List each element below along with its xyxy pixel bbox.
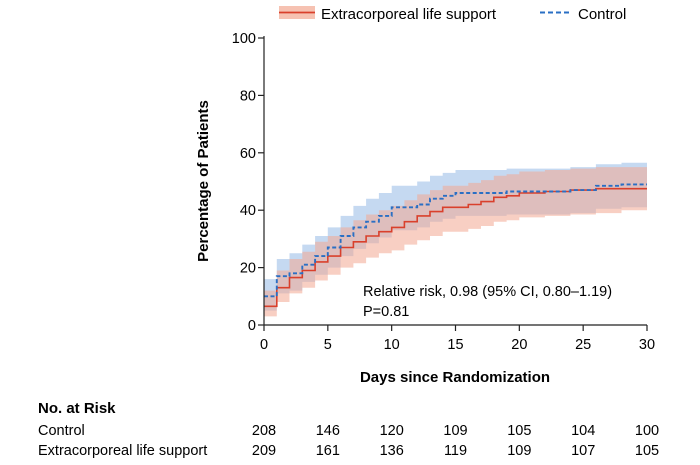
at-risk-value: 119 (444, 443, 467, 459)
at-risk-value: 120 (380, 423, 404, 439)
at-risk-value: 104 (571, 423, 595, 439)
y-tick-label: 100 (232, 31, 256, 47)
x-tick-label: 25 (575, 337, 591, 353)
x-axis-title: Days since Randomization (360, 369, 550, 386)
legend-item-control: Control (540, 6, 626, 23)
at-risk-value: 109 (443, 423, 467, 439)
x-tick-label: 5 (324, 337, 332, 353)
series-line-control (264, 183, 647, 298)
at-risk-value: 105 (507, 423, 531, 439)
at-risk-values: 208 146 120 109 105 104 100 209 161 136 119 109 107 1… (252, 423, 659, 459)
at-risk-value: 161 (316, 443, 340, 459)
p-value-annotation: P=0.81 (363, 304, 409, 320)
x-tick-label: 15 (447, 337, 463, 353)
series-line-ecls (264, 187, 647, 308)
ci-band-ecls (264, 167, 647, 317)
legend-label-control: Control (578, 6, 626, 23)
x-tick-label: 0 (260, 337, 268, 353)
x-tick-label: 30 (639, 337, 655, 353)
at-risk-value: 146 (316, 423, 340, 439)
y-tick-label: 80 (240, 88, 256, 104)
confidence-bands (264, 162, 647, 317)
at-risk-table: No. at Risk Control Extracorporeal life … (38, 400, 659, 459)
at-risk-value: 107 (571, 443, 595, 459)
x-tick-label: 20 (511, 337, 527, 353)
relative-risk-annotation: Relative risk, 0.98 (95% CI, 0.80–1.19) (363, 284, 612, 300)
at-risk-title: No. at Risk (38, 400, 116, 417)
y-axis-title: Percentage of Patients (195, 100, 212, 262)
series-lines (264, 183, 647, 308)
legend-item-ecls: Extracorporeal life support (279, 6, 497, 23)
legend-label-ecls: Extracorporeal life support (321, 6, 497, 23)
at-risk-value: 100 (635, 423, 659, 439)
at-risk-row-label-control: Control (38, 423, 85, 439)
at-risk-value: 105 (635, 443, 659, 459)
x-tick-label: 10 (384, 337, 400, 353)
at-risk-value: 208 (252, 423, 276, 439)
y-tick-label: 20 (240, 261, 256, 277)
at-risk-value: 109 (507, 443, 531, 459)
at-risk-value: 136 (380, 443, 404, 459)
legend: Extracorporeal life support Control (279, 6, 626, 23)
at-risk-value: 209 (252, 443, 276, 459)
y-tick-label: 0 (248, 318, 256, 334)
y-tick-label: 40 (240, 203, 256, 219)
axes: 0 20 40 60 80 100 0 5 10 15 20 25 30 (232, 31, 655, 353)
y-tick-label: 60 (240, 146, 256, 162)
at-risk-row-label-ecls: Extracorporeal life support (38, 443, 207, 459)
